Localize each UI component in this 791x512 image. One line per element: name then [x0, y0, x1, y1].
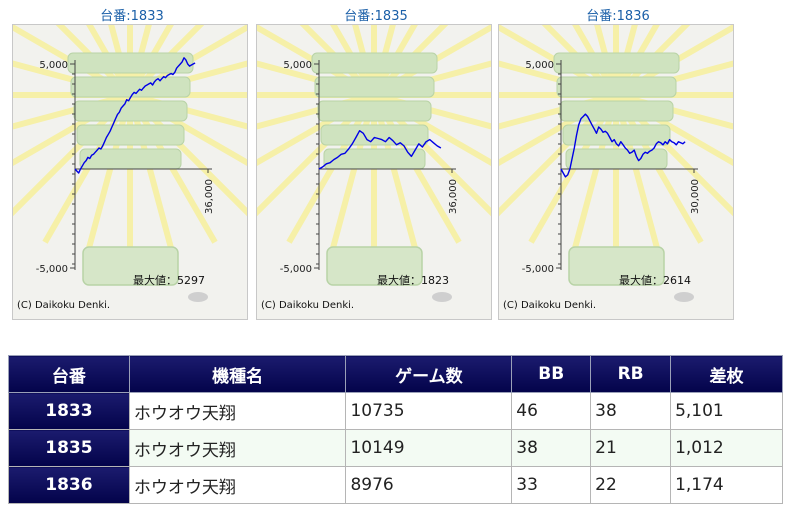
max-value-label: 最大値：5297 — [133, 273, 205, 287]
machine-tray-silhouette — [82, 246, 179, 286]
max-value-label: 最大値：2614 — [619, 273, 691, 287]
y-tick-label: 5,000 — [283, 60, 312, 71]
sunburst-ray — [371, 94, 421, 260]
sunburst-ray — [127, 94, 177, 260]
sunburst-ray — [541, 25, 619, 98]
machine-silhouette-band — [67, 52, 194, 74]
sunburst-ray — [83, 94, 133, 260]
difference-cell: 1,174 — [670, 466, 783, 504]
difference-cell: 5,101 — [670, 392, 783, 430]
max-value-label: 最大値：1823 — [377, 273, 449, 287]
sunburst-ray — [127, 25, 205, 98]
machine-silhouette-band — [311, 52, 438, 74]
slump-chart-1833: 5,000 -5,000 36,000 最大値：5297 (C) Daikoku Den… — [13, 25, 247, 311]
sunburst-ray — [613, 25, 691, 98]
table-row: 1836 ホウオウ天翔 8976 33 22 1,174 — [8, 466, 783, 504]
machine-silhouette-band — [73, 100, 188, 122]
machine-silhouette-band — [559, 100, 674, 122]
x-tick-label: 30,000 — [690, 179, 701, 214]
y-tick-label: -5,000 — [36, 264, 68, 275]
column-header-difference: 差枚 — [670, 355, 783, 393]
table-row: 1833 ホウオウ天翔 10735 46 38 5,101 — [8, 392, 783, 430]
machine-tray-silhouette — [326, 246, 423, 286]
table-row: 1835 ホウオウ天翔 10149 38 21 1,012 — [8, 429, 783, 467]
copyright-credit: (C) Daikoku Denki. — [261, 300, 354, 311]
x-tick-label: 36,000 — [448, 179, 459, 214]
machine-silhouette-band — [314, 76, 435, 98]
model-name-cell: ホウオウ天翔 — [128, 429, 347, 467]
rb-cell: 22 — [590, 466, 672, 504]
sunburst-ray — [299, 25, 377, 98]
column-header-model-name: 機種名 — [128, 355, 347, 393]
game-count-cell: 10149 — [345, 429, 513, 467]
machine-number-cell: 1833 — [8, 392, 130, 430]
series-line — [560, 113, 686, 178]
machine-silhouette-band — [562, 124, 671, 146]
bb-cell: 38 — [511, 429, 592, 467]
coin-silhouette — [432, 292, 452, 302]
slump-chart-1836: 5,000 -5,000 30,000 最大値：2614 (C) Daikoku Den… — [499, 25, 733, 311]
chart-box: 5,000 -5,000 36,000 最大値：1823 (C) Daikoku Den… — [256, 24, 492, 320]
coin-silhouette — [674, 292, 694, 302]
series-line — [74, 57, 196, 174]
chart-box: 5,000 -5,000 36,000 最大値：5297 (C) Daikoku Den… — [12, 24, 248, 320]
x-tick-label: 36,000 — [204, 179, 215, 214]
machine-silhouette-band — [320, 124, 429, 146]
sunburst-ray — [371, 25, 449, 98]
machine-silhouette-band — [323, 148, 426, 170]
machine-silhouette-band — [565, 148, 668, 170]
machine-silhouette-band — [556, 76, 677, 98]
copyright-credit: (C) Daikoku Denki. — [17, 300, 110, 311]
y-tick-label: 5,000 — [39, 60, 68, 71]
copyright-credit: (C) Daikoku Denki. — [503, 300, 596, 311]
sunburst-ray — [613, 94, 663, 260]
column-header-rb: RB — [590, 355, 672, 393]
game-count-cell: 8976 — [345, 466, 513, 504]
sunburst-ray — [55, 25, 133, 98]
background-illustration — [257, 25, 491, 302]
chart-title: 台番:1833 — [100, 9, 164, 24]
table-header-row: 台番 機種名 ゲーム数 BB RB 差枚 — [8, 355, 783, 393]
machine-tray-silhouette — [568, 246, 665, 286]
model-name-cell: ホウオウ天翔 — [128, 392, 347, 430]
column-header-machine-number: 台番 — [8, 355, 130, 393]
bb-cell: 33 — [511, 466, 592, 504]
machine-data-table: 台番 機種名 ゲーム数 BB RB 差枚 1833 ホウオウ天翔 10735 4… — [8, 355, 783, 504]
model-name-cell: ホウオウ天翔 — [128, 466, 347, 504]
game-count-cell: 10735 — [345, 392, 513, 430]
machine-number-cell: 1835 — [8, 429, 130, 467]
machine-silhouette-band — [76, 124, 185, 146]
chart-box: 5,000 -5,000 30,000 最大値：2614 (C) Daikoku Den… — [498, 24, 734, 320]
column-header-game-count: ゲーム数 — [345, 355, 513, 393]
rb-cell: 38 — [590, 392, 672, 430]
machine-number-cell: 1836 — [8, 466, 130, 504]
column-header-bb: BB — [511, 355, 592, 393]
coin-silhouette — [188, 292, 208, 302]
difference-cell: 1,012 — [670, 429, 783, 467]
slump-chart-1835: 5,000 -5,000 36,000 最大値：1823 (C) Daikoku Den… — [257, 25, 491, 311]
chart-title: 台番:1836 — [586, 9, 650, 24]
y-tick-label: -5,000 — [522, 264, 554, 275]
series-line — [318, 130, 442, 170]
background-illustration — [499, 25, 733, 302]
machine-silhouette-band — [553, 52, 680, 74]
rb-cell: 21 — [590, 429, 672, 467]
machine-silhouette-band — [70, 76, 191, 98]
sunburst-ray — [569, 94, 619, 260]
machine-silhouette-band — [317, 100, 432, 122]
sunburst-ray — [327, 94, 377, 260]
y-tick-label: -5,000 — [280, 264, 312, 275]
chart-title: 台番:1835 — [344, 9, 408, 24]
bb-cell: 46 — [511, 392, 592, 430]
y-tick-label: 5,000 — [525, 60, 554, 71]
